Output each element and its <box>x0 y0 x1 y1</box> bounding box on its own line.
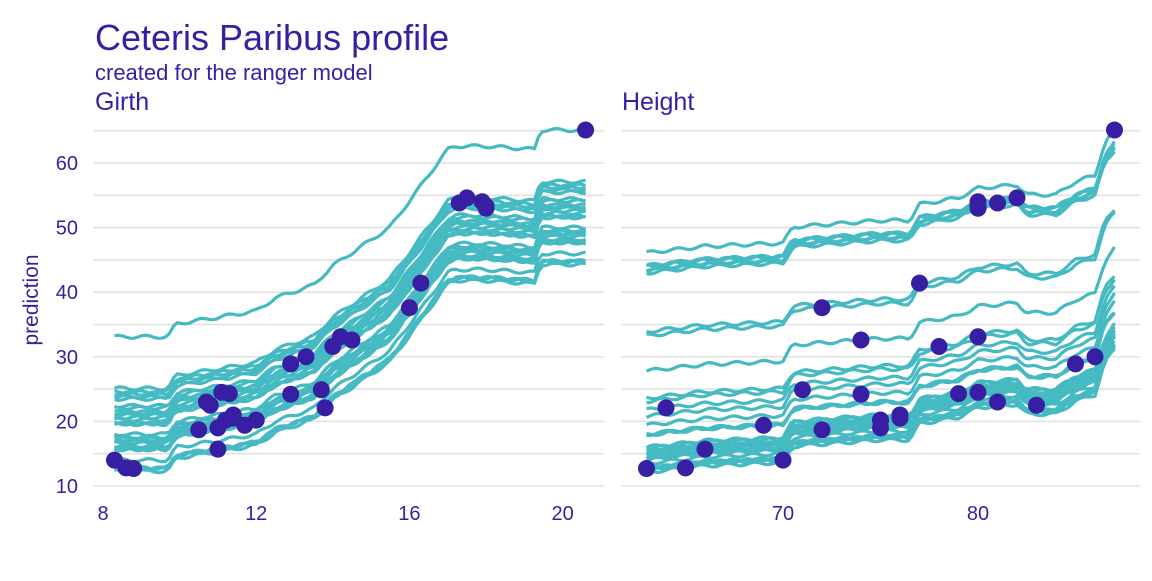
profile-line <box>646 142 1116 269</box>
profile-line <box>646 209 1116 334</box>
profile-line <box>646 211 1116 338</box>
panel-label-height: Height <box>622 88 694 116</box>
y-tick-label: 60 <box>56 153 78 175</box>
profile-line <box>114 261 586 475</box>
observation-point <box>220 385 238 403</box>
observation-point <box>1067 355 1084 373</box>
profile-line <box>646 312 1116 438</box>
observation-point <box>969 328 987 346</box>
y-tick-label: 10 <box>56 476 78 498</box>
observation-point <box>989 194 1006 212</box>
observation-point <box>190 421 208 439</box>
observation-point <box>297 348 315 366</box>
observation-point <box>458 189 476 207</box>
observation-point <box>852 385 870 403</box>
observation-point <box>282 385 300 403</box>
profile-line <box>646 284 1116 412</box>
observation-point <box>400 299 418 317</box>
panel-girth: 8 12 16 20 <box>97 121 595 525</box>
y-tick-label: 30 <box>56 347 78 369</box>
observation-point <box>577 121 595 139</box>
observation-point <box>891 409 909 427</box>
y-axis-label: prediction <box>20 254 43 345</box>
observation-point <box>813 421 831 439</box>
observation-point <box>209 440 227 458</box>
profile-line <box>645 146 1116 274</box>
x-tick-label: 8 <box>97 503 108 525</box>
observation-point <box>969 197 987 215</box>
y-tick-label: 20 <box>56 411 78 433</box>
observation-point <box>872 411 889 429</box>
observation-point <box>125 460 143 478</box>
observation-point <box>316 399 334 417</box>
observation-point <box>412 274 430 292</box>
panel-label-girth: Girth <box>95 88 149 116</box>
observation-point <box>774 451 792 469</box>
panel-height: 70 80 <box>638 121 1123 525</box>
profile-line <box>114 196 586 410</box>
profile-line <box>114 182 587 396</box>
observation-point <box>930 337 948 355</box>
profile-line <box>645 292 1116 419</box>
x-tick-label: 16 <box>398 503 420 525</box>
observation-point <box>755 416 772 434</box>
observation-point <box>852 331 870 349</box>
profile-line <box>114 187 587 400</box>
observation-point <box>1106 121 1123 139</box>
observation-point <box>1086 348 1104 366</box>
profile-line <box>646 278 1116 405</box>
y-tick-label: 40 <box>56 282 78 304</box>
observation-point <box>794 381 811 399</box>
profile-line <box>646 347 1116 475</box>
observation-point <box>1028 396 1045 414</box>
observation-point <box>911 274 928 292</box>
observation-point <box>950 385 967 403</box>
observation-point <box>969 383 987 401</box>
x-tick-label: 80 <box>967 503 989 525</box>
profile-line <box>114 126 586 340</box>
profile-line <box>114 203 586 417</box>
observation-point <box>201 396 219 414</box>
observation-point <box>312 381 330 399</box>
profile-line <box>645 299 1116 427</box>
observation-point <box>343 331 361 349</box>
plot-layer: 10 20 30 40 50 60 8 12 16 20 70 80 <box>56 121 1140 525</box>
profile-line <box>113 250 587 464</box>
profile-line <box>645 246 1116 373</box>
y-tick-label: 50 <box>56 218 78 240</box>
profile-line <box>114 258 586 472</box>
chart-subtitle: created for the ranger model <box>95 60 373 85</box>
x-tick-label: 20 <box>551 503 573 525</box>
observation-point <box>247 411 265 429</box>
observation-point <box>657 399 675 417</box>
chart-title: Ceteris Paribus profile <box>95 17 449 58</box>
profile-line <box>646 127 1116 255</box>
observation-point <box>989 393 1006 411</box>
observation-point <box>813 299 831 317</box>
observation-point <box>477 197 495 215</box>
x-tick-label: 12 <box>245 503 267 525</box>
profile-line <box>114 224 587 438</box>
observation-point <box>696 440 714 458</box>
observation-point <box>638 460 655 478</box>
x-tick-label: 70 <box>772 503 794 525</box>
observation-point <box>677 459 694 477</box>
observation-point <box>282 355 300 373</box>
observation-point <box>1008 189 1026 207</box>
